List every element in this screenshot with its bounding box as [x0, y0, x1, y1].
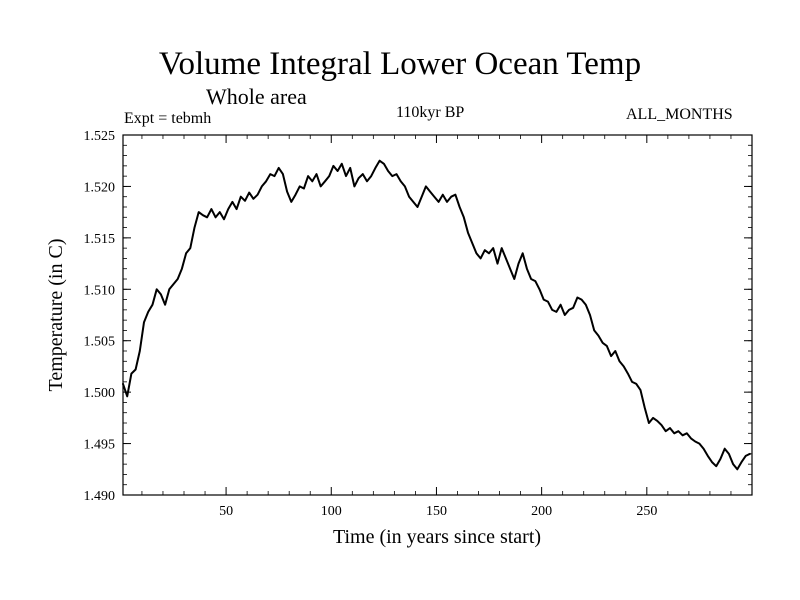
- series-line-0: [122, 159, 751, 471]
- experiment-label: Expt = tebmh: [124, 110, 212, 127]
- plot-frame: [122, 134, 753, 496]
- x-tick-label: 250: [636, 504, 657, 519]
- y-tick-label: 1.500: [84, 386, 116, 401]
- chart-subtitle: Whole area: [206, 84, 307, 109]
- x-axis-label: Time (in years since start): [333, 526, 541, 548]
- x-tick-label: 150: [426, 504, 447, 519]
- chart-title: Volume Integral Lower Ocean Temp: [158, 46, 642, 82]
- months-label: ALL_MONTHS: [626, 106, 733, 123]
- y-tick-label: 1.505: [84, 335, 116, 350]
- series-layer: [122, 159, 751, 471]
- y-tick-label: 1.490: [84, 489, 116, 504]
- y-axis-label: Temperature (in C): [45, 239, 67, 392]
- x-tick-label: 50: [219, 504, 233, 519]
- x-tick-label: 100: [321, 504, 342, 519]
- y-tick-label: 1.495: [84, 438, 116, 453]
- y-tick-label: 1.515: [84, 232, 116, 247]
- x-tick-label: 200: [531, 504, 552, 519]
- ticks-layer: 1.490 1.495 1.500 1.505 1.510 1.515 1.520 1.525…: [84, 129, 752, 519]
- y-tick-label: 1.520: [84, 180, 116, 195]
- y-tick-label: 1.525: [84, 129, 116, 144]
- period-label: 110kyr BP: [396, 104, 465, 121]
- y-tick-label: 1.510: [84, 283, 116, 298]
